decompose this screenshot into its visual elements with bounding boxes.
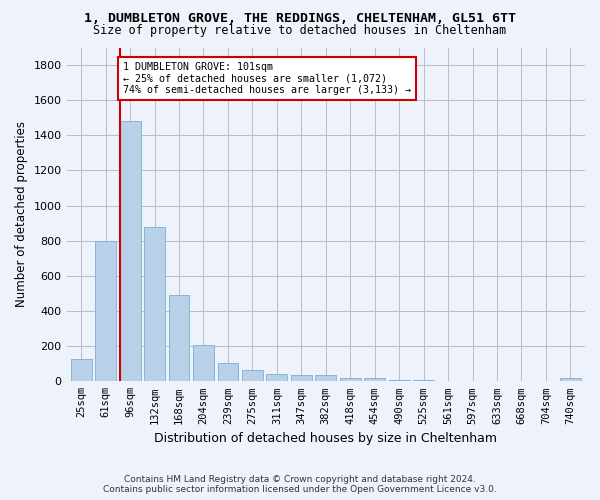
Bar: [413, 380, 434, 382]
Y-axis label: Number of detached properties: Number of detached properties: [15, 122, 28, 308]
Bar: [560, 378, 581, 382]
Bar: [120, 122, 140, 382]
X-axis label: Distribution of detached houses by size in Cheltenham: Distribution of detached houses by size …: [154, 432, 497, 445]
Bar: [95, 241, 116, 382]
Bar: [169, 295, 190, 382]
Text: 1, DUMBLETON GROVE, THE REDDINGS, CHELTENHAM, GL51 6TT: 1, DUMBLETON GROVE, THE REDDINGS, CHELTE…: [84, 12, 516, 26]
Bar: [266, 374, 287, 382]
Text: Size of property relative to detached houses in Cheltenham: Size of property relative to detached ho…: [94, 24, 506, 37]
Bar: [389, 380, 410, 382]
Bar: [462, 381, 483, 382]
Bar: [437, 380, 458, 382]
Bar: [218, 363, 238, 382]
Bar: [242, 370, 263, 382]
Bar: [144, 226, 165, 382]
Bar: [71, 360, 92, 382]
Bar: [364, 378, 385, 382]
Bar: [340, 378, 361, 382]
Bar: [291, 374, 312, 382]
Bar: [193, 346, 214, 382]
Text: Contains HM Land Registry data © Crown copyright and database right 2024.
Contai: Contains HM Land Registry data © Crown c…: [103, 474, 497, 494]
Text: 1 DUMBLETON GROVE: 101sqm
← 25% of detached houses are smaller (1,072)
74% of se: 1 DUMBLETON GROVE: 101sqm ← 25% of detac…: [124, 62, 412, 95]
Bar: [316, 375, 336, 382]
